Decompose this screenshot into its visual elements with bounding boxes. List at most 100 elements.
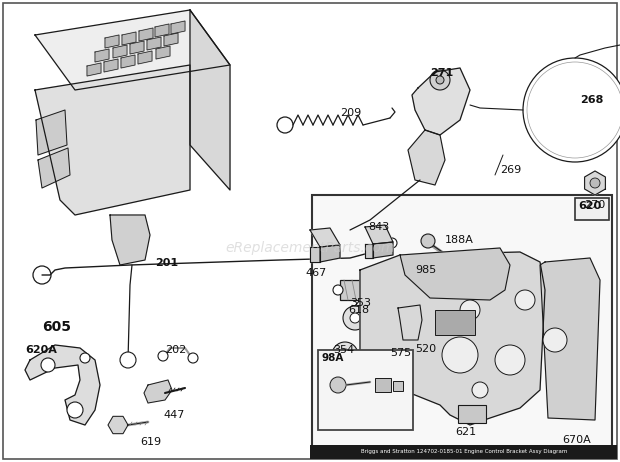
Circle shape bbox=[356, 400, 376, 420]
Bar bbox=[575, 198, 609, 220]
Circle shape bbox=[277, 117, 293, 133]
Circle shape bbox=[387, 238, 397, 248]
Polygon shape bbox=[400, 248, 510, 300]
Circle shape bbox=[364, 355, 392, 383]
Text: 209: 209 bbox=[340, 108, 361, 118]
Text: 620: 620 bbox=[578, 201, 601, 211]
Text: 843: 843 bbox=[368, 222, 389, 232]
Polygon shape bbox=[35, 65, 190, 215]
Polygon shape bbox=[95, 49, 109, 62]
Polygon shape bbox=[87, 63, 101, 76]
Polygon shape bbox=[310, 228, 340, 247]
Polygon shape bbox=[585, 171, 605, 195]
Bar bbox=[420, 275, 442, 293]
Circle shape bbox=[41, 358, 55, 372]
Polygon shape bbox=[139, 28, 153, 41]
Circle shape bbox=[372, 363, 384, 375]
Polygon shape bbox=[113, 45, 127, 58]
Bar bbox=[378, 355, 423, 383]
Polygon shape bbox=[122, 32, 136, 45]
Polygon shape bbox=[408, 130, 445, 185]
Circle shape bbox=[368, 412, 380, 424]
Polygon shape bbox=[105, 35, 119, 48]
Polygon shape bbox=[156, 46, 170, 59]
Circle shape bbox=[409, 355, 437, 383]
Text: 447: 447 bbox=[163, 410, 184, 420]
Circle shape bbox=[382, 285, 392, 295]
Polygon shape bbox=[138, 51, 152, 64]
Circle shape bbox=[33, 266, 51, 284]
Polygon shape bbox=[104, 59, 118, 72]
Circle shape bbox=[333, 285, 343, 295]
Text: 188A: 188A bbox=[445, 235, 474, 245]
Polygon shape bbox=[144, 380, 172, 403]
Bar bbox=[435, 310, 475, 335]
Polygon shape bbox=[121, 55, 135, 68]
Text: 353: 353 bbox=[350, 298, 371, 308]
Text: 201: 201 bbox=[155, 258, 178, 268]
Text: 202: 202 bbox=[165, 345, 186, 355]
Bar bbox=[375, 378, 391, 392]
Text: 605: 605 bbox=[42, 320, 71, 334]
Text: 619: 619 bbox=[140, 437, 161, 447]
Circle shape bbox=[523, 58, 620, 162]
Polygon shape bbox=[412, 68, 470, 135]
Polygon shape bbox=[398, 305, 422, 340]
Polygon shape bbox=[155, 24, 169, 37]
Polygon shape bbox=[130, 41, 144, 54]
Text: 618: 618 bbox=[348, 305, 369, 315]
Circle shape bbox=[472, 382, 488, 398]
Circle shape bbox=[436, 76, 444, 84]
Circle shape bbox=[80, 353, 90, 363]
Polygon shape bbox=[38, 148, 70, 188]
Polygon shape bbox=[360, 252, 545, 425]
Bar bbox=[340, 280, 385, 300]
Circle shape bbox=[590, 178, 600, 188]
Circle shape bbox=[332, 342, 358, 368]
Polygon shape bbox=[310, 247, 320, 262]
Circle shape bbox=[158, 351, 168, 361]
Circle shape bbox=[543, 328, 567, 352]
Text: 270: 270 bbox=[584, 200, 605, 210]
Text: Briggs and Stratton 124702-0185-01 Engine Control Bracket Assy Diagram: Briggs and Stratton 124702-0185-01 Engin… bbox=[361, 450, 567, 455]
Bar bbox=[458, 405, 486, 423]
Text: 575: 575 bbox=[390, 348, 411, 358]
Bar bbox=[318, 350, 413, 430]
Circle shape bbox=[430, 70, 450, 90]
Polygon shape bbox=[108, 416, 128, 434]
Polygon shape bbox=[110, 215, 150, 265]
Polygon shape bbox=[365, 225, 393, 244]
Polygon shape bbox=[147, 37, 161, 50]
Circle shape bbox=[421, 234, 435, 248]
Text: 985: 985 bbox=[415, 265, 436, 275]
Circle shape bbox=[120, 352, 136, 368]
Polygon shape bbox=[190, 10, 230, 190]
Text: eReplacementParts.com: eReplacementParts.com bbox=[225, 241, 395, 255]
Circle shape bbox=[442, 337, 478, 373]
Polygon shape bbox=[171, 21, 185, 34]
Polygon shape bbox=[25, 345, 100, 425]
Text: 467: 467 bbox=[305, 268, 326, 278]
Polygon shape bbox=[540, 258, 600, 420]
Circle shape bbox=[352, 396, 364, 408]
Text: 620A: 620A bbox=[25, 345, 57, 355]
Polygon shape bbox=[320, 245, 340, 262]
Bar bbox=[312, 195, 612, 450]
Text: 268: 268 bbox=[580, 95, 603, 105]
Circle shape bbox=[188, 353, 198, 363]
Circle shape bbox=[67, 402, 83, 418]
Polygon shape bbox=[36, 110, 67, 155]
Polygon shape bbox=[164, 33, 178, 46]
Circle shape bbox=[527, 62, 620, 158]
Circle shape bbox=[343, 306, 367, 330]
Text: 520: 520 bbox=[415, 344, 436, 354]
Circle shape bbox=[460, 300, 480, 320]
Bar bbox=[393, 381, 403, 391]
Text: 98A: 98A bbox=[322, 353, 344, 363]
Text: 271: 271 bbox=[430, 68, 453, 78]
Circle shape bbox=[515, 290, 535, 310]
Text: 670A: 670A bbox=[562, 435, 591, 445]
Text: 269: 269 bbox=[500, 165, 521, 175]
Polygon shape bbox=[373, 242, 393, 258]
Text: 354: 354 bbox=[333, 345, 354, 355]
